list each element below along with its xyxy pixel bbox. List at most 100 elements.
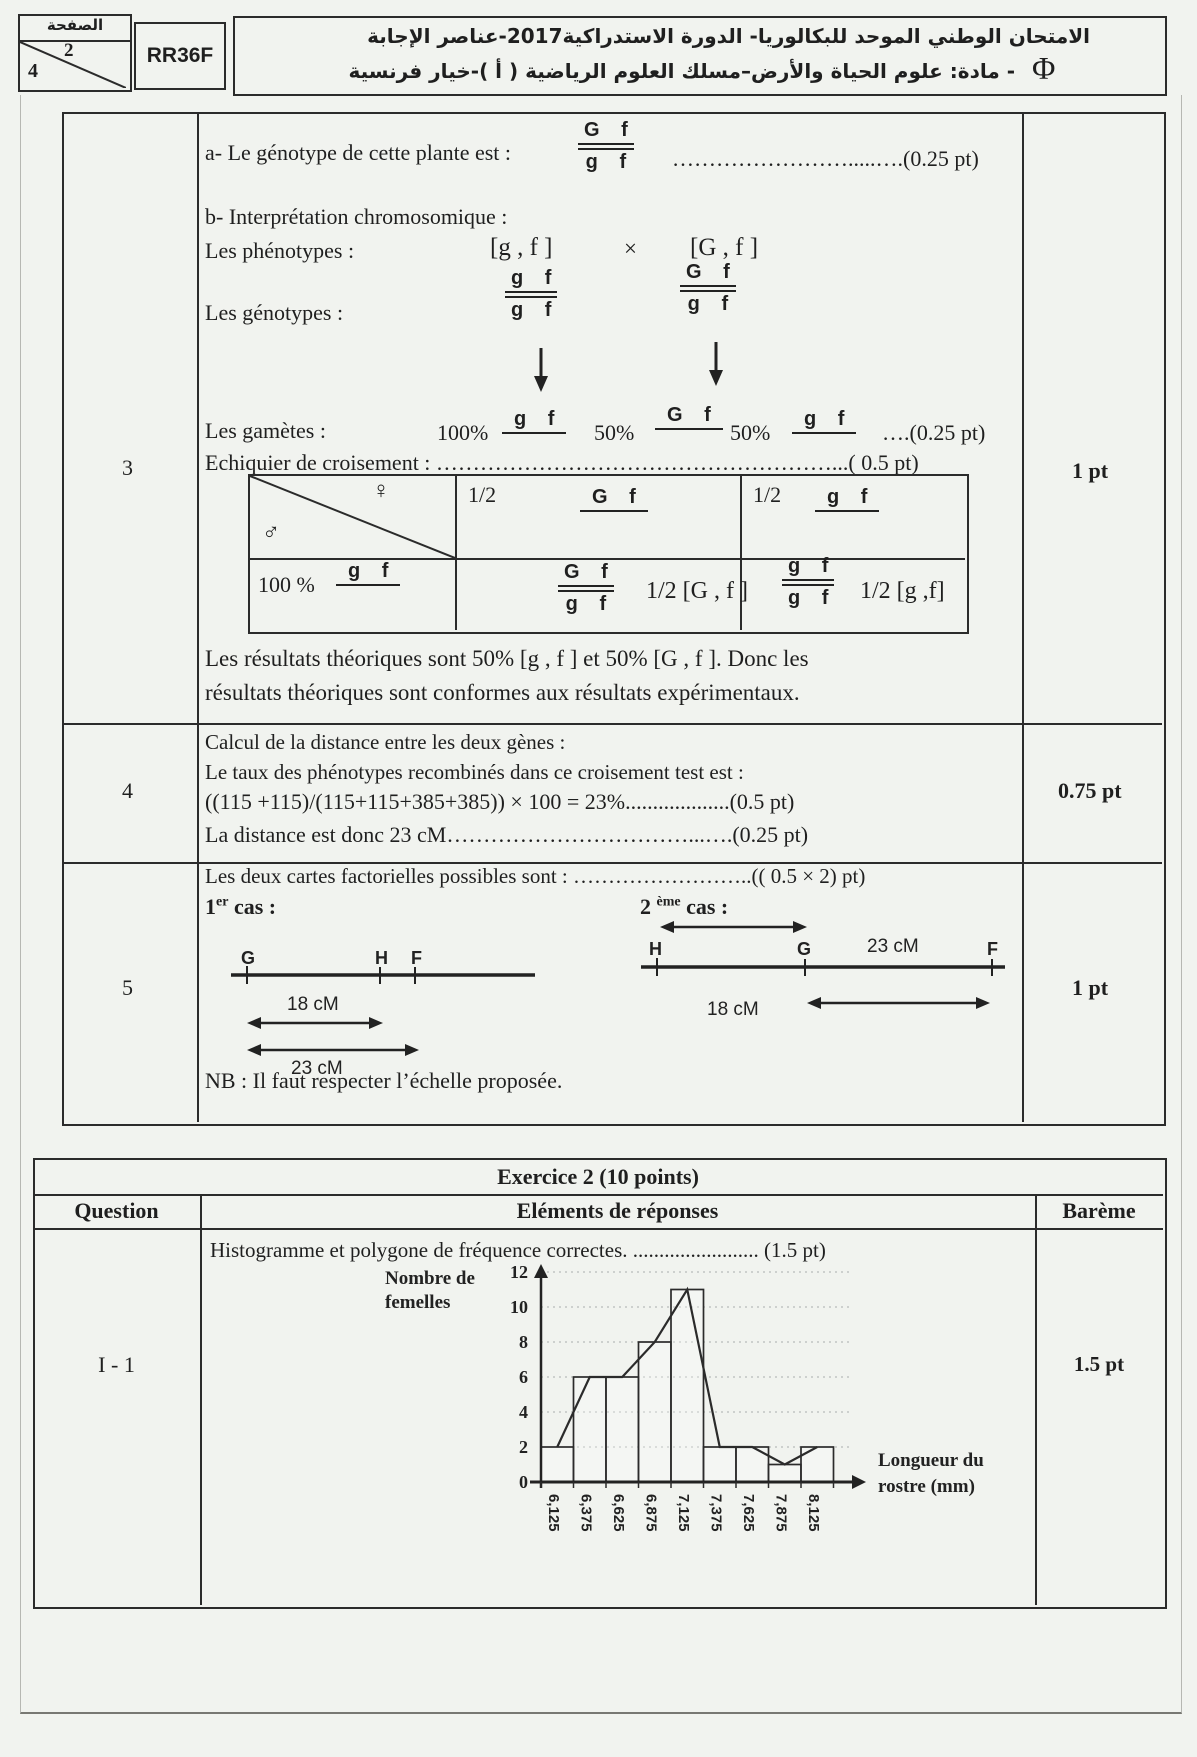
maps-intro-line: Les deux cartes factorielles possibles s… (205, 864, 866, 888)
map2-distance-18cm: 18 cM (707, 999, 759, 1020)
t1-col1-divider (197, 112, 199, 1122)
x-tick-marks (540, 1482, 835, 1488)
t2-header-bareme: Barème (1062, 1198, 1136, 1223)
phenotype-left: [g , f ] (490, 234, 553, 261)
cross-cell1-fraction: G f g f (558, 562, 614, 615)
i1-bareme: 1.5 pt (1073, 1352, 1125, 1376)
echiquier-line: Echiquier de croisement : ……………………………………… (205, 450, 919, 475)
conclusion-line1: Les résultats théoriques sont 50% [g , f… (205, 646, 809, 671)
genotype-fraction-2: G f g f (680, 262, 736, 315)
t2-header-divider (33, 1228, 1163, 1230)
page-current: 2 (64, 40, 74, 61)
cross-table (248, 474, 969, 634)
svg-text:10: 10 (510, 1297, 528, 1317)
meiosis-arrow-down-1 (534, 348, 548, 392)
t2-header-question: Question (74, 1198, 159, 1223)
svg-text:8,125: 8,125 (805, 1494, 822, 1532)
q3-number: 3 (122, 455, 133, 480)
genotype-fraction-1: g f g f (505, 268, 558, 321)
x-tick-labels: 6,125 6,375 6,625 6,875 7,125 7,375 7,625 7,875… (545, 1494, 822, 1532)
page-fraction-diagonal (20, 42, 126, 88)
cross-col2-half: 1/2 (753, 482, 782, 507)
chromosome-pair-rule (782, 579, 835, 586)
q5-number: 5 (122, 975, 133, 1000)
svg-text:12: 12 (510, 1262, 528, 1282)
x-axis-label-line1: Longueur du (878, 1450, 984, 1471)
q3-bareme: 1 pt (1072, 458, 1109, 483)
histogram-bar (540, 1446, 575, 1483)
case2-label: 2 ème cas : (640, 894, 729, 919)
map1-gene-G: G (241, 948, 255, 968)
cross-table-corner-diagonal (250, 476, 455, 558)
female-symbol: ♀ (372, 478, 390, 504)
gametes-dots: ….(0.25 pt) (882, 420, 986, 445)
chromosome-pair-rule (558, 585, 614, 592)
cross-table-col2-divider (740, 474, 742, 630)
genotype-dots-a: …………………….....….(0.25 pt) (672, 146, 979, 171)
histogram-bar (670, 1288, 705, 1483)
cross-cell1-phenotype: 1/2 [G , f ] (646, 578, 748, 604)
q5-bareme: 1 pt (1072, 975, 1109, 1000)
y-axis-arrowhead (534, 1264, 548, 1278)
t2-title-divider (33, 1194, 1163, 1196)
page-word-arabic: الصفحة (46, 16, 104, 34)
gamete1-genes: g f (502, 408, 567, 434)
map1-gene-H: H (375, 948, 388, 968)
exam-code-box: RR36F (134, 22, 226, 90)
exercise1-table (62, 112, 1166, 1126)
gamete3-genes: g f (792, 408, 857, 434)
distance-line4: La distance est donc 23 cM……………………………...… (205, 822, 809, 847)
distance-line3: ((115 +115)/(115+115+385+385)) × 100 = 2… (205, 789, 795, 814)
svg-text:2: 2 (519, 1437, 528, 1457)
gamete2-genes: G f (655, 404, 723, 430)
x-axis-label-line2: rostre (mm) (878, 1476, 975, 1497)
genotype-fraction-a: G f g f (578, 120, 634, 173)
interpretation-line-b: b- Interprétation chromosomique : (205, 204, 508, 229)
gamete3-percent: 50% (730, 420, 771, 445)
svg-text:6,625: 6,625 (610, 1494, 627, 1532)
exercise2-table (33, 1158, 1167, 1609)
cross-col1-half: 1/2 (468, 482, 497, 507)
chromosome-pair-rule (505, 291, 558, 298)
exam-title-line2: - مادة: علوم الحياة والأرض–مسلك العلوم ا… (348, 59, 1015, 83)
cross-cell2-fraction: g f g f (782, 556, 835, 609)
frequency-polygon (556, 1286, 818, 1466)
histogram-bar (702, 1446, 737, 1483)
map2-gene-F: F (987, 939, 998, 959)
svg-text:7,625: 7,625 (740, 1494, 757, 1532)
svg-text:6,125: 6,125 (545, 1494, 562, 1532)
svg-text:7,375: 7,375 (708, 1494, 725, 1532)
histogram-bar (637, 1341, 672, 1483)
cross-table-col1-divider (455, 474, 457, 630)
map1-distance-18cm: 18 cM (287, 994, 339, 1015)
genotype-line-a: a- Le génotype de cette plante est : (205, 140, 512, 165)
map2-distance-23cm: 23 cM (867, 936, 919, 957)
cross-col2-genes: g f (815, 486, 880, 512)
cross-rowheader-genes: g f (336, 560, 401, 586)
histogram-caption: Histogramme et polygone de fréquence cor… (210, 1238, 826, 1262)
svg-text:6,875: 6,875 (643, 1494, 660, 1532)
distance-line2: Le taux des phénotypes recombinés dans c… (205, 760, 744, 784)
x-axis-arrowhead (852, 1475, 866, 1489)
exam-code: RR36F (146, 44, 214, 67)
t2-bareme-divider (1035, 1194, 1037, 1605)
q4-bareme: 0.75 pt (1058, 778, 1122, 803)
chromosome-pair-rule (680, 285, 736, 292)
histogram-bar (605, 1376, 640, 1483)
phenotype-right: [G , f ] (690, 234, 759, 261)
question-i1: I - 1 (98, 1352, 135, 1377)
exam-title-box: الامتحان الوطني الموحد للبكالوريا- الدور… (233, 16, 1167, 96)
male-symbol: ♂ (262, 520, 280, 546)
svg-text:7,875: 7,875 (773, 1494, 790, 1532)
y-axis-label-line1: Nombre de (385, 1268, 475, 1289)
chromosome-pair-rule (578, 143, 634, 150)
phi-symbol: Φ (1032, 50, 1056, 86)
meiosis-arrow-down-2 (709, 342, 723, 386)
map1-gene-F: F (411, 948, 422, 968)
q4-number: 4 (122, 778, 133, 803)
gamete1-percent: 100% (437, 420, 489, 445)
page-total: 4 (28, 60, 38, 82)
t1-row3-4-divider (62, 723, 1162, 725)
cross-cell2-phenotype: 1/2 [g ,f] (860, 578, 945, 604)
